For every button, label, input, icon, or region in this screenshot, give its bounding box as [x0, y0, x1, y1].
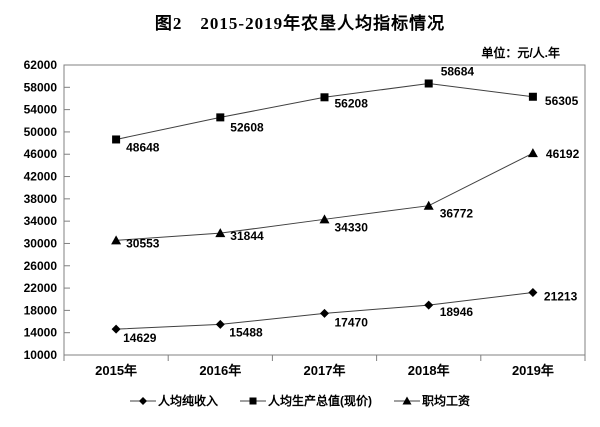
- data-label: 52608: [230, 120, 264, 134]
- square-marker-icon: [216, 113, 225, 122]
- data-label: 21213: [544, 289, 578, 303]
- y-axis-tick-label: 14000: [24, 326, 58, 340]
- triangle-marker-icon: [319, 214, 330, 224]
- x-axis-tick-label: 2017年: [304, 363, 346, 378]
- legend-item-label: 人均生产总值(现价): [268, 394, 372, 408]
- square-marker-icon: [424, 79, 433, 88]
- triangle-marker-icon: [111, 235, 122, 245]
- data-label: 17470: [335, 315, 369, 329]
- triangle-marker-icon: [527, 148, 538, 158]
- data-label: 18946: [440, 305, 474, 319]
- unit-label: 单位：元/人.年: [481, 46, 560, 60]
- diamond-legend-marker-icon: [129, 396, 156, 405]
- triangle-marker-icon: [423, 200, 434, 210]
- data-label: 30553: [126, 236, 160, 250]
- diamond-marker-icon: [320, 308, 329, 318]
- y-axis-tick-label: 62000: [24, 58, 58, 72]
- diamond-marker-icon: [528, 287, 538, 297]
- y-axis-tick-label: 50000: [24, 125, 58, 139]
- diamond-marker-icon: [424, 300, 434, 310]
- legend-item-0: 人均纯收入: [129, 392, 218, 409]
- x-axis-tick-label: 2016年: [199, 363, 241, 378]
- data-label: 36772: [440, 207, 474, 221]
- x-axis-tick-label: 2018年: [408, 363, 450, 378]
- y-axis-tick-label: 42000: [24, 170, 58, 184]
- chart-title: 图2 2015-2019年农垦人均指标情况: [154, 14, 446, 33]
- triangle-marker-icon: [215, 228, 226, 238]
- y-axis-tick-label: 30000: [24, 236, 58, 250]
- y-axis-tick-label: 10000: [24, 348, 58, 362]
- diamond-marker-icon: [111, 324, 121, 334]
- y-axis-tick-label: 18000: [24, 303, 58, 317]
- y-axis-tick-label: 54000: [24, 103, 58, 117]
- plot-area-border: [63, 64, 586, 356]
- x-axis-tick-label: 2015年: [95, 363, 137, 378]
- square-marker-icon: [528, 92, 537, 101]
- y-axis-tick-label: 22000: [24, 281, 58, 295]
- y-axis-tick-label: 34000: [24, 214, 58, 228]
- triangle-legend-marker-icon: [394, 396, 420, 404]
- square-marker-icon: [112, 135, 121, 144]
- legend-item-label: 职均工资: [422, 394, 471, 408]
- y-axis-tick-label: 46000: [24, 147, 58, 161]
- legend-item-1: 人均生产总值(现价): [240, 392, 372, 409]
- data-label: 34330: [335, 220, 369, 234]
- series-line-1: [115, 82, 533, 140]
- series-line-2: [116, 152, 534, 241]
- data-label: 56208: [335, 96, 369, 110]
- legend: 人均纯收入 人均生产总值(现价) 职均工资: [0, 392, 600, 409]
- y-axis-tick-label: 58000: [24, 80, 58, 94]
- diamond-marker-icon: [215, 319, 225, 329]
- square-legend-marker-icon: [240, 397, 266, 404]
- data-label: 15488: [229, 325, 263, 339]
- legend-item-label: 人均纯收入: [157, 394, 218, 408]
- square-marker-icon: [320, 93, 329, 102]
- data-label: 48648: [126, 140, 160, 154]
- y-axis-tick-label: 38000: [24, 192, 58, 206]
- data-label: 46192: [546, 147, 580, 161]
- legend-item-2: 职均工资: [394, 392, 470, 409]
- y-axis-tick-label: 26000: [24, 259, 58, 273]
- data-label: 56305: [545, 94, 579, 108]
- data-label: 14629: [123, 331, 157, 345]
- data-label: 31844: [230, 229, 264, 243]
- x-axis-tick-label: 2019年: [512, 363, 554, 378]
- data-label: 58684: [441, 64, 475, 78]
